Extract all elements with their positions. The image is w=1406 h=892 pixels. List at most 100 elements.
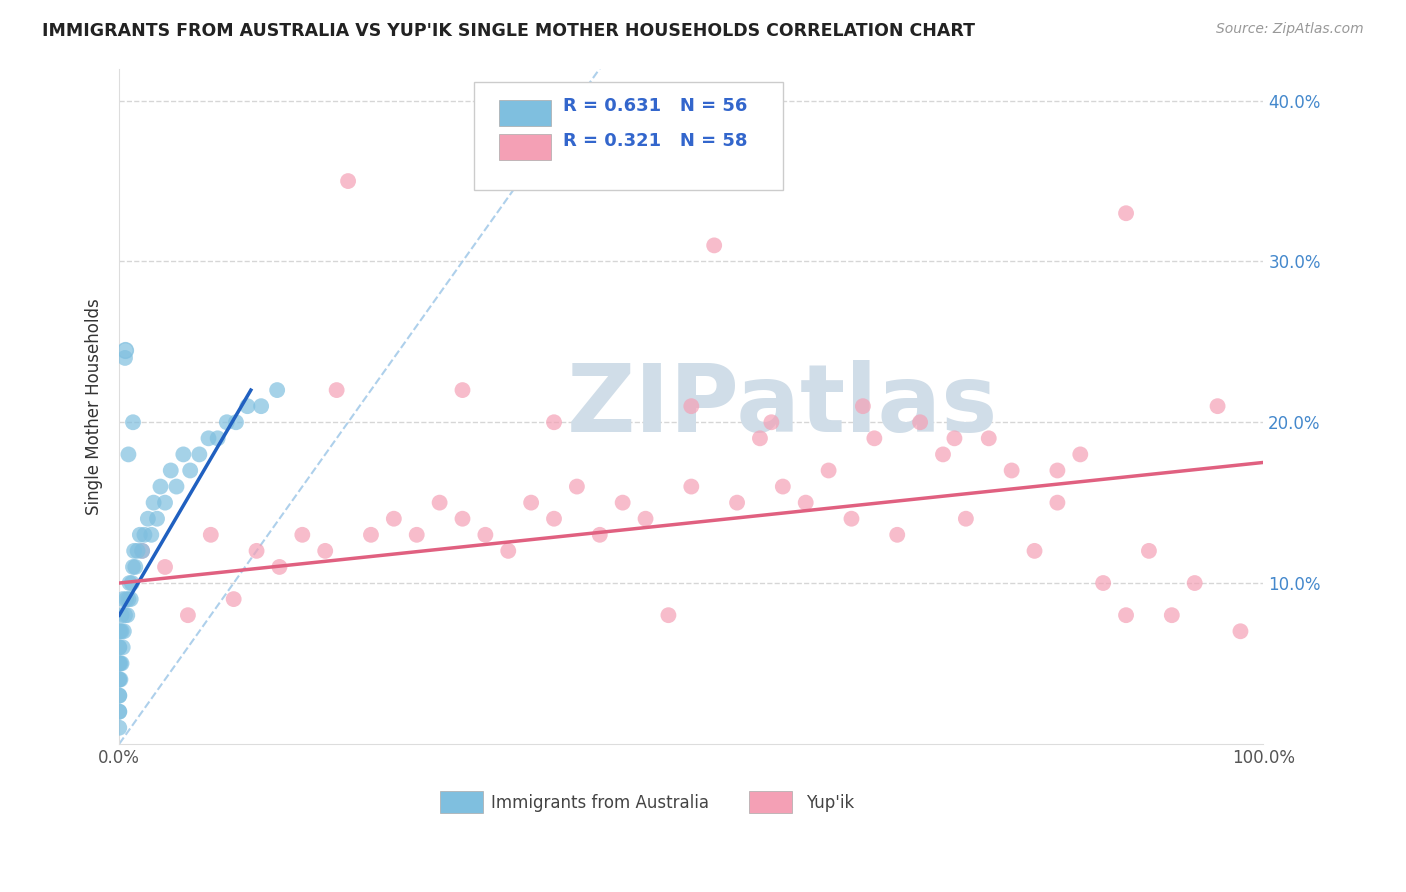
Point bbox=[108, 657, 131, 671]
Point bbox=[772, 479, 794, 493]
Point bbox=[124, 560, 146, 574]
Point bbox=[108, 705, 131, 719]
Point bbox=[108, 640, 131, 655]
Point bbox=[520, 495, 543, 509]
Point bbox=[153, 560, 176, 574]
Point bbox=[337, 174, 360, 188]
Point bbox=[128, 528, 150, 542]
Point bbox=[108, 673, 131, 687]
Point bbox=[657, 608, 679, 623]
Point bbox=[474, 528, 496, 542]
Point bbox=[1206, 399, 1229, 413]
Point bbox=[1069, 447, 1091, 461]
Point bbox=[108, 640, 131, 655]
Point bbox=[543, 415, 565, 429]
Point bbox=[122, 415, 145, 429]
Point bbox=[589, 528, 612, 542]
Text: IMMIGRANTS FROM AUSTRALIA VS YUP'IK SINGLE MOTHER HOUSEHOLDS CORRELATION CHART: IMMIGRANTS FROM AUSTRALIA VS YUP'IK SING… bbox=[42, 22, 976, 40]
Point bbox=[108, 721, 131, 735]
Point bbox=[166, 479, 188, 493]
Point bbox=[197, 431, 219, 445]
Point bbox=[131, 544, 153, 558]
Point bbox=[886, 528, 908, 542]
Point bbox=[543, 512, 565, 526]
Point bbox=[172, 447, 194, 461]
Point bbox=[142, 495, 165, 509]
Point bbox=[110, 657, 132, 671]
Text: Source: ZipAtlas.com: Source: ZipAtlas.com bbox=[1216, 22, 1364, 37]
Point bbox=[725, 495, 748, 509]
Point bbox=[115, 592, 138, 607]
Point bbox=[200, 528, 222, 542]
Point bbox=[121, 576, 143, 591]
Point bbox=[943, 431, 966, 445]
Point bbox=[817, 463, 839, 477]
Y-axis label: Single Mother Households: Single Mother Households bbox=[86, 298, 103, 515]
Point bbox=[1046, 495, 1069, 509]
Point bbox=[681, 399, 703, 413]
Point bbox=[120, 592, 142, 607]
Point bbox=[111, 640, 134, 655]
Point bbox=[127, 544, 149, 558]
Point bbox=[451, 383, 474, 397]
Point bbox=[1115, 608, 1137, 623]
Point bbox=[118, 576, 141, 591]
Point bbox=[122, 560, 145, 574]
Point bbox=[117, 592, 139, 607]
Point bbox=[188, 447, 211, 461]
Point bbox=[1229, 624, 1251, 639]
Text: R = 0.321   N = 58: R = 0.321 N = 58 bbox=[564, 132, 748, 151]
Point bbox=[110, 624, 132, 639]
Point bbox=[612, 495, 634, 509]
Point bbox=[110, 608, 132, 623]
Point bbox=[108, 657, 131, 671]
FancyBboxPatch shape bbox=[748, 791, 792, 814]
Point bbox=[955, 512, 977, 526]
Text: R = 0.631   N = 56: R = 0.631 N = 56 bbox=[564, 96, 748, 115]
Point bbox=[114, 351, 136, 365]
Text: Yup'ik: Yup'ik bbox=[806, 794, 853, 813]
Point bbox=[149, 479, 172, 493]
Point bbox=[908, 415, 931, 429]
Point bbox=[222, 592, 245, 607]
Point bbox=[291, 528, 314, 542]
Point bbox=[108, 624, 131, 639]
Point bbox=[360, 528, 382, 542]
Point bbox=[863, 431, 886, 445]
Point bbox=[108, 673, 131, 687]
Point bbox=[179, 463, 201, 477]
Point bbox=[108, 705, 131, 719]
Point bbox=[1024, 544, 1046, 558]
Point bbox=[429, 495, 451, 509]
Point bbox=[141, 528, 163, 542]
Point bbox=[111, 592, 134, 607]
Point bbox=[110, 657, 132, 671]
FancyBboxPatch shape bbox=[474, 82, 783, 190]
Point bbox=[266, 383, 288, 397]
Point bbox=[108, 689, 131, 703]
Point bbox=[1046, 463, 1069, 477]
Point bbox=[207, 431, 229, 445]
Point bbox=[1137, 544, 1160, 558]
Point bbox=[114, 343, 136, 357]
Point bbox=[382, 512, 405, 526]
Point bbox=[245, 544, 267, 558]
Point bbox=[841, 512, 863, 526]
Point bbox=[852, 399, 875, 413]
Point bbox=[117, 447, 139, 461]
Point bbox=[1001, 463, 1024, 477]
Point bbox=[1160, 608, 1182, 623]
Point bbox=[794, 495, 817, 509]
Point bbox=[681, 479, 703, 493]
Point bbox=[405, 528, 427, 542]
Point bbox=[250, 399, 273, 413]
Point bbox=[177, 608, 200, 623]
Point bbox=[117, 608, 139, 623]
Point bbox=[496, 544, 519, 558]
Point bbox=[110, 673, 132, 687]
Point bbox=[1092, 576, 1115, 591]
Point bbox=[110, 624, 132, 639]
Point bbox=[215, 415, 238, 429]
Point bbox=[977, 431, 1000, 445]
Point bbox=[1115, 206, 1137, 220]
